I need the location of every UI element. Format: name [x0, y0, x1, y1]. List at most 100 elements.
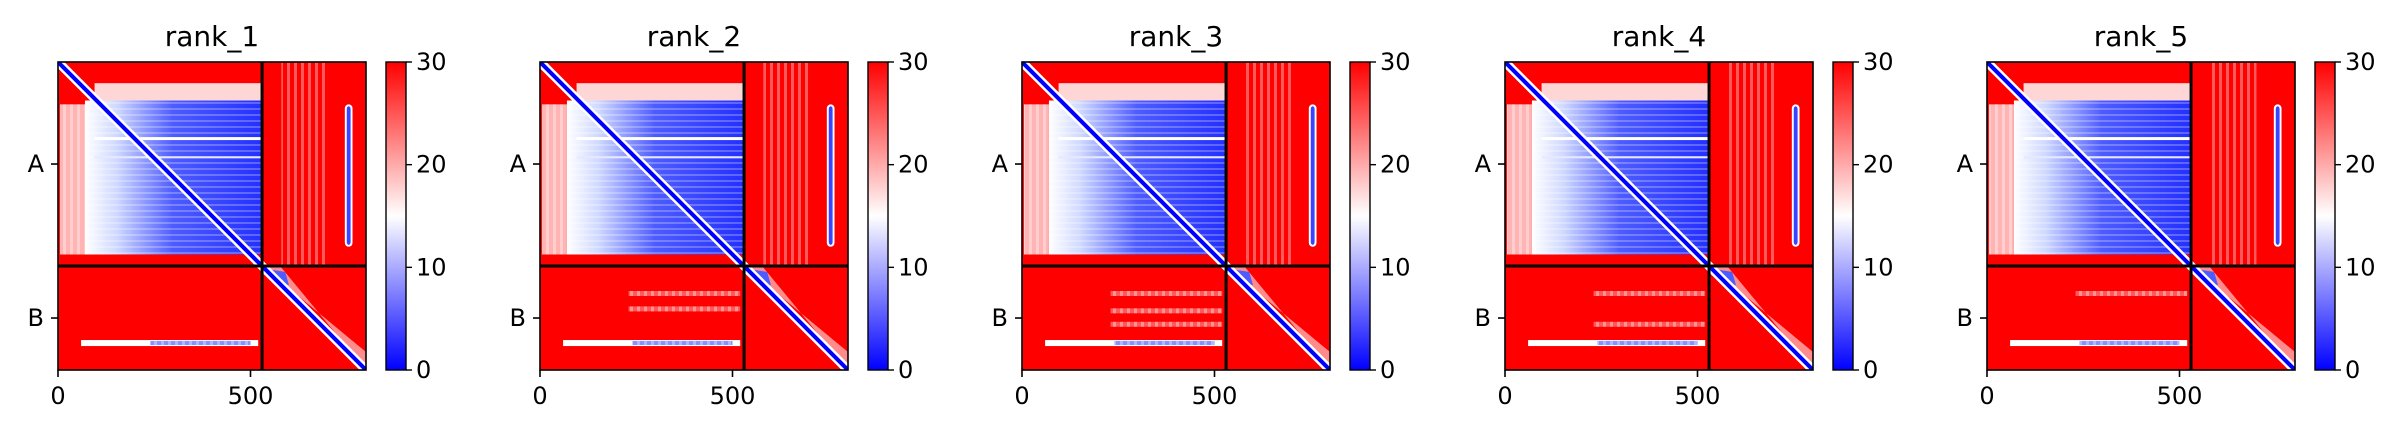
interchain-ba-stripe	[1110, 321, 1223, 327]
diagonal	[58, 62, 366, 370]
x-tick-label: 0	[50, 382, 65, 410]
chain-a-line	[576, 137, 744, 141]
colorbar-tick-label: 10	[1380, 253, 1411, 281]
panel-5: rank_5 0 500 A B 0 10 20 30	[1957, 20, 2376, 410]
colorbar	[1349, 61, 1371, 371]
interchain-ba-stripe	[2075, 291, 2188, 296]
chain-a-upper-band	[2023, 83, 2191, 101]
chain-a-line	[576, 156, 744, 159]
colorbar-tick-label: 10	[898, 253, 929, 281]
panel-title: rank_3	[1129, 20, 1223, 53]
axes-frame	[57, 61, 367, 371]
chain-label: B	[28, 304, 44, 332]
colorbar-tick-label: 10	[2345, 253, 2376, 281]
interchain-ba-band-texture	[1114, 341, 1215, 346]
axes-frame	[1504, 61, 1814, 371]
colorbar	[385, 61, 407, 371]
colorbar-tick-label: 30	[898, 48, 929, 76]
heatmap	[540, 62, 848, 370]
chain-a-line	[2023, 156, 2191, 159]
diagonal	[540, 62, 848, 370]
heatmap	[58, 62, 366, 370]
colorbar-tick-label: 20	[1863, 151, 1894, 179]
colorbar-tick-label: 20	[416, 151, 447, 179]
interchain-ba-stripe-fill	[1110, 291, 1223, 296]
interchain-ab-column-core	[828, 106, 833, 245]
chain-label: B	[510, 304, 526, 332]
chain-a-line	[94, 137, 262, 141]
interchain-ba-stripe-fill	[1110, 308, 1223, 314]
colorbar-tick-label: 20	[1380, 151, 1411, 179]
colorbar-tick-label: 0	[1863, 356, 1878, 384]
chain-label: A	[1957, 150, 1974, 178]
chain-a-line	[94, 156, 262, 159]
panel-1: rank_1 0 500 A B 0 10 20 30	[28, 20, 447, 410]
chain-label: B	[1475, 304, 1491, 332]
axes-frame	[1021, 61, 1331, 371]
diagonal	[1987, 62, 2295, 370]
panel-title: rank_2	[647, 20, 741, 53]
interchain-ab-column-core	[346, 106, 351, 245]
axes-frame	[1986, 61, 2296, 371]
colorbar-tick-label: 30	[1863, 48, 1894, 76]
interchain-ab-stripes	[281, 62, 328, 267]
x-tick-label: 500	[1675, 382, 1721, 410]
colorbar-tick-label: 0	[1380, 356, 1395, 384]
x-tick-label: 0	[1979, 382, 1994, 410]
chain-label: A	[28, 150, 45, 178]
chain-a-line	[1058, 156, 1226, 159]
interchain-ba-stripe	[1110, 291, 1223, 296]
interchain-ba-stripe	[628, 291, 741, 296]
interchain-ba-stripe-fill	[1110, 321, 1223, 327]
chain-label: A	[1475, 150, 1492, 178]
interchain-ba-stripe	[1593, 291, 1706, 296]
interchain-ab-column-core	[2275, 106, 2280, 245]
colorbar	[2314, 61, 2336, 371]
interchain-ab-column-core	[1310, 106, 1315, 245]
chain-label: A	[510, 150, 527, 178]
colorbar-tick-label: 30	[2345, 48, 2376, 76]
chain-a-fringe-texture	[59, 104, 85, 255]
chain-a-line	[1541, 137, 1709, 141]
interchain-ba-band-texture	[1597, 341, 1698, 346]
chain-a-upper-band	[1541, 83, 1709, 101]
panel-title: rank_4	[1612, 20, 1706, 53]
interchain-ba-stripe-fill	[1593, 291, 1706, 296]
chain-label: B	[992, 304, 1008, 332]
colorbar	[867, 61, 889, 371]
chain-a-line	[1541, 156, 1709, 159]
x-tick-label: 500	[228, 382, 274, 410]
chain-label: B	[1957, 304, 1973, 332]
interchain-ba-stripe	[628, 306, 741, 312]
chain-a-fringe-texture	[1506, 104, 1532, 255]
colorbar-tick-label: 20	[898, 151, 929, 179]
x-tick-label: 500	[2157, 382, 2203, 410]
interchain-ba-stripe-fill	[2075, 291, 2188, 296]
colorbar-tick-label: 30	[416, 48, 447, 76]
heatmap	[1505, 62, 1813, 370]
colorbar-tick-label: 0	[416, 356, 431, 384]
colorbar-tick-label: 0	[898, 356, 913, 384]
diagonal	[1022, 62, 1330, 370]
chain-a-fringe-texture	[1023, 104, 1049, 255]
interchain-ab-stripes	[2210, 62, 2257, 267]
x-tick-label: 0	[532, 382, 547, 410]
panel-4: rank_4 0 500 A B 0 10 20 30	[1475, 20, 1894, 410]
chain-a-line	[1058, 137, 1226, 141]
panel-3: rank_3 0 500 A B 0 10 20 30	[992, 20, 1411, 410]
chain-a-fringe-texture	[541, 104, 567, 255]
panel-title: rank_1	[165, 20, 259, 53]
colorbar	[1832, 61, 1854, 371]
x-tick-label: 0	[1497, 382, 1512, 410]
colorbar-tick-label: 20	[2345, 151, 2376, 179]
x-tick-label: 500	[1192, 382, 1238, 410]
interchain-ba-stripe	[1110, 308, 1223, 314]
interchain-ab-stripes	[763, 62, 810, 267]
interchain-ba-band-texture	[2079, 341, 2180, 346]
panel-title: rank_5	[2094, 20, 2188, 53]
panel-2: rank_2 0 500 A B 0 10 20 30	[510, 20, 929, 410]
chain-a-upper-band	[94, 83, 262, 101]
x-tick-label: 500	[710, 382, 756, 410]
